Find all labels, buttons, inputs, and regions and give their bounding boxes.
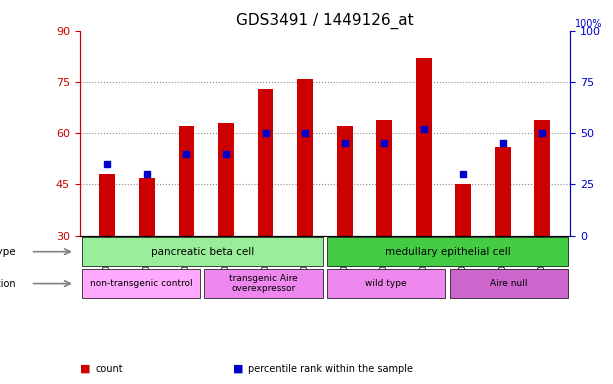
Text: wild type: wild type (365, 279, 407, 288)
Title: GDS3491 / 1449126_at: GDS3491 / 1449126_at (236, 13, 414, 29)
Text: percentile rank within the sample: percentile rank within the sample (248, 364, 413, 374)
Bar (337, 126, 352, 236)
FancyBboxPatch shape (204, 269, 323, 298)
Text: cell type: cell type (0, 247, 16, 257)
FancyBboxPatch shape (82, 237, 323, 266)
Bar (139, 178, 155, 236)
Text: ■: ■ (80, 364, 90, 374)
Bar (376, 119, 392, 236)
Text: count: count (95, 364, 123, 374)
Text: pancreatic beta cell: pancreatic beta cell (151, 247, 254, 257)
FancyBboxPatch shape (82, 269, 200, 298)
Bar (495, 147, 511, 236)
Text: genotype/variation: genotype/variation (0, 278, 16, 288)
Text: medullary epithelial cell: medullary epithelial cell (384, 247, 511, 257)
Bar (99, 174, 115, 236)
Bar (178, 126, 194, 236)
Bar (535, 119, 550, 236)
Text: ■: ■ (233, 364, 243, 374)
FancyBboxPatch shape (449, 269, 568, 298)
FancyBboxPatch shape (327, 269, 446, 298)
Bar (297, 79, 313, 236)
Bar (218, 123, 234, 236)
FancyBboxPatch shape (327, 237, 568, 266)
Text: 100%: 100% (575, 19, 603, 29)
Bar (416, 58, 432, 236)
Bar (257, 89, 273, 236)
Text: Aire null: Aire null (490, 279, 528, 288)
Text: transgenic Aire
overexpressor: transgenic Aire overexpressor (229, 274, 298, 293)
Text: non-transgenic control: non-transgenic control (89, 279, 192, 288)
Bar (455, 184, 471, 236)
